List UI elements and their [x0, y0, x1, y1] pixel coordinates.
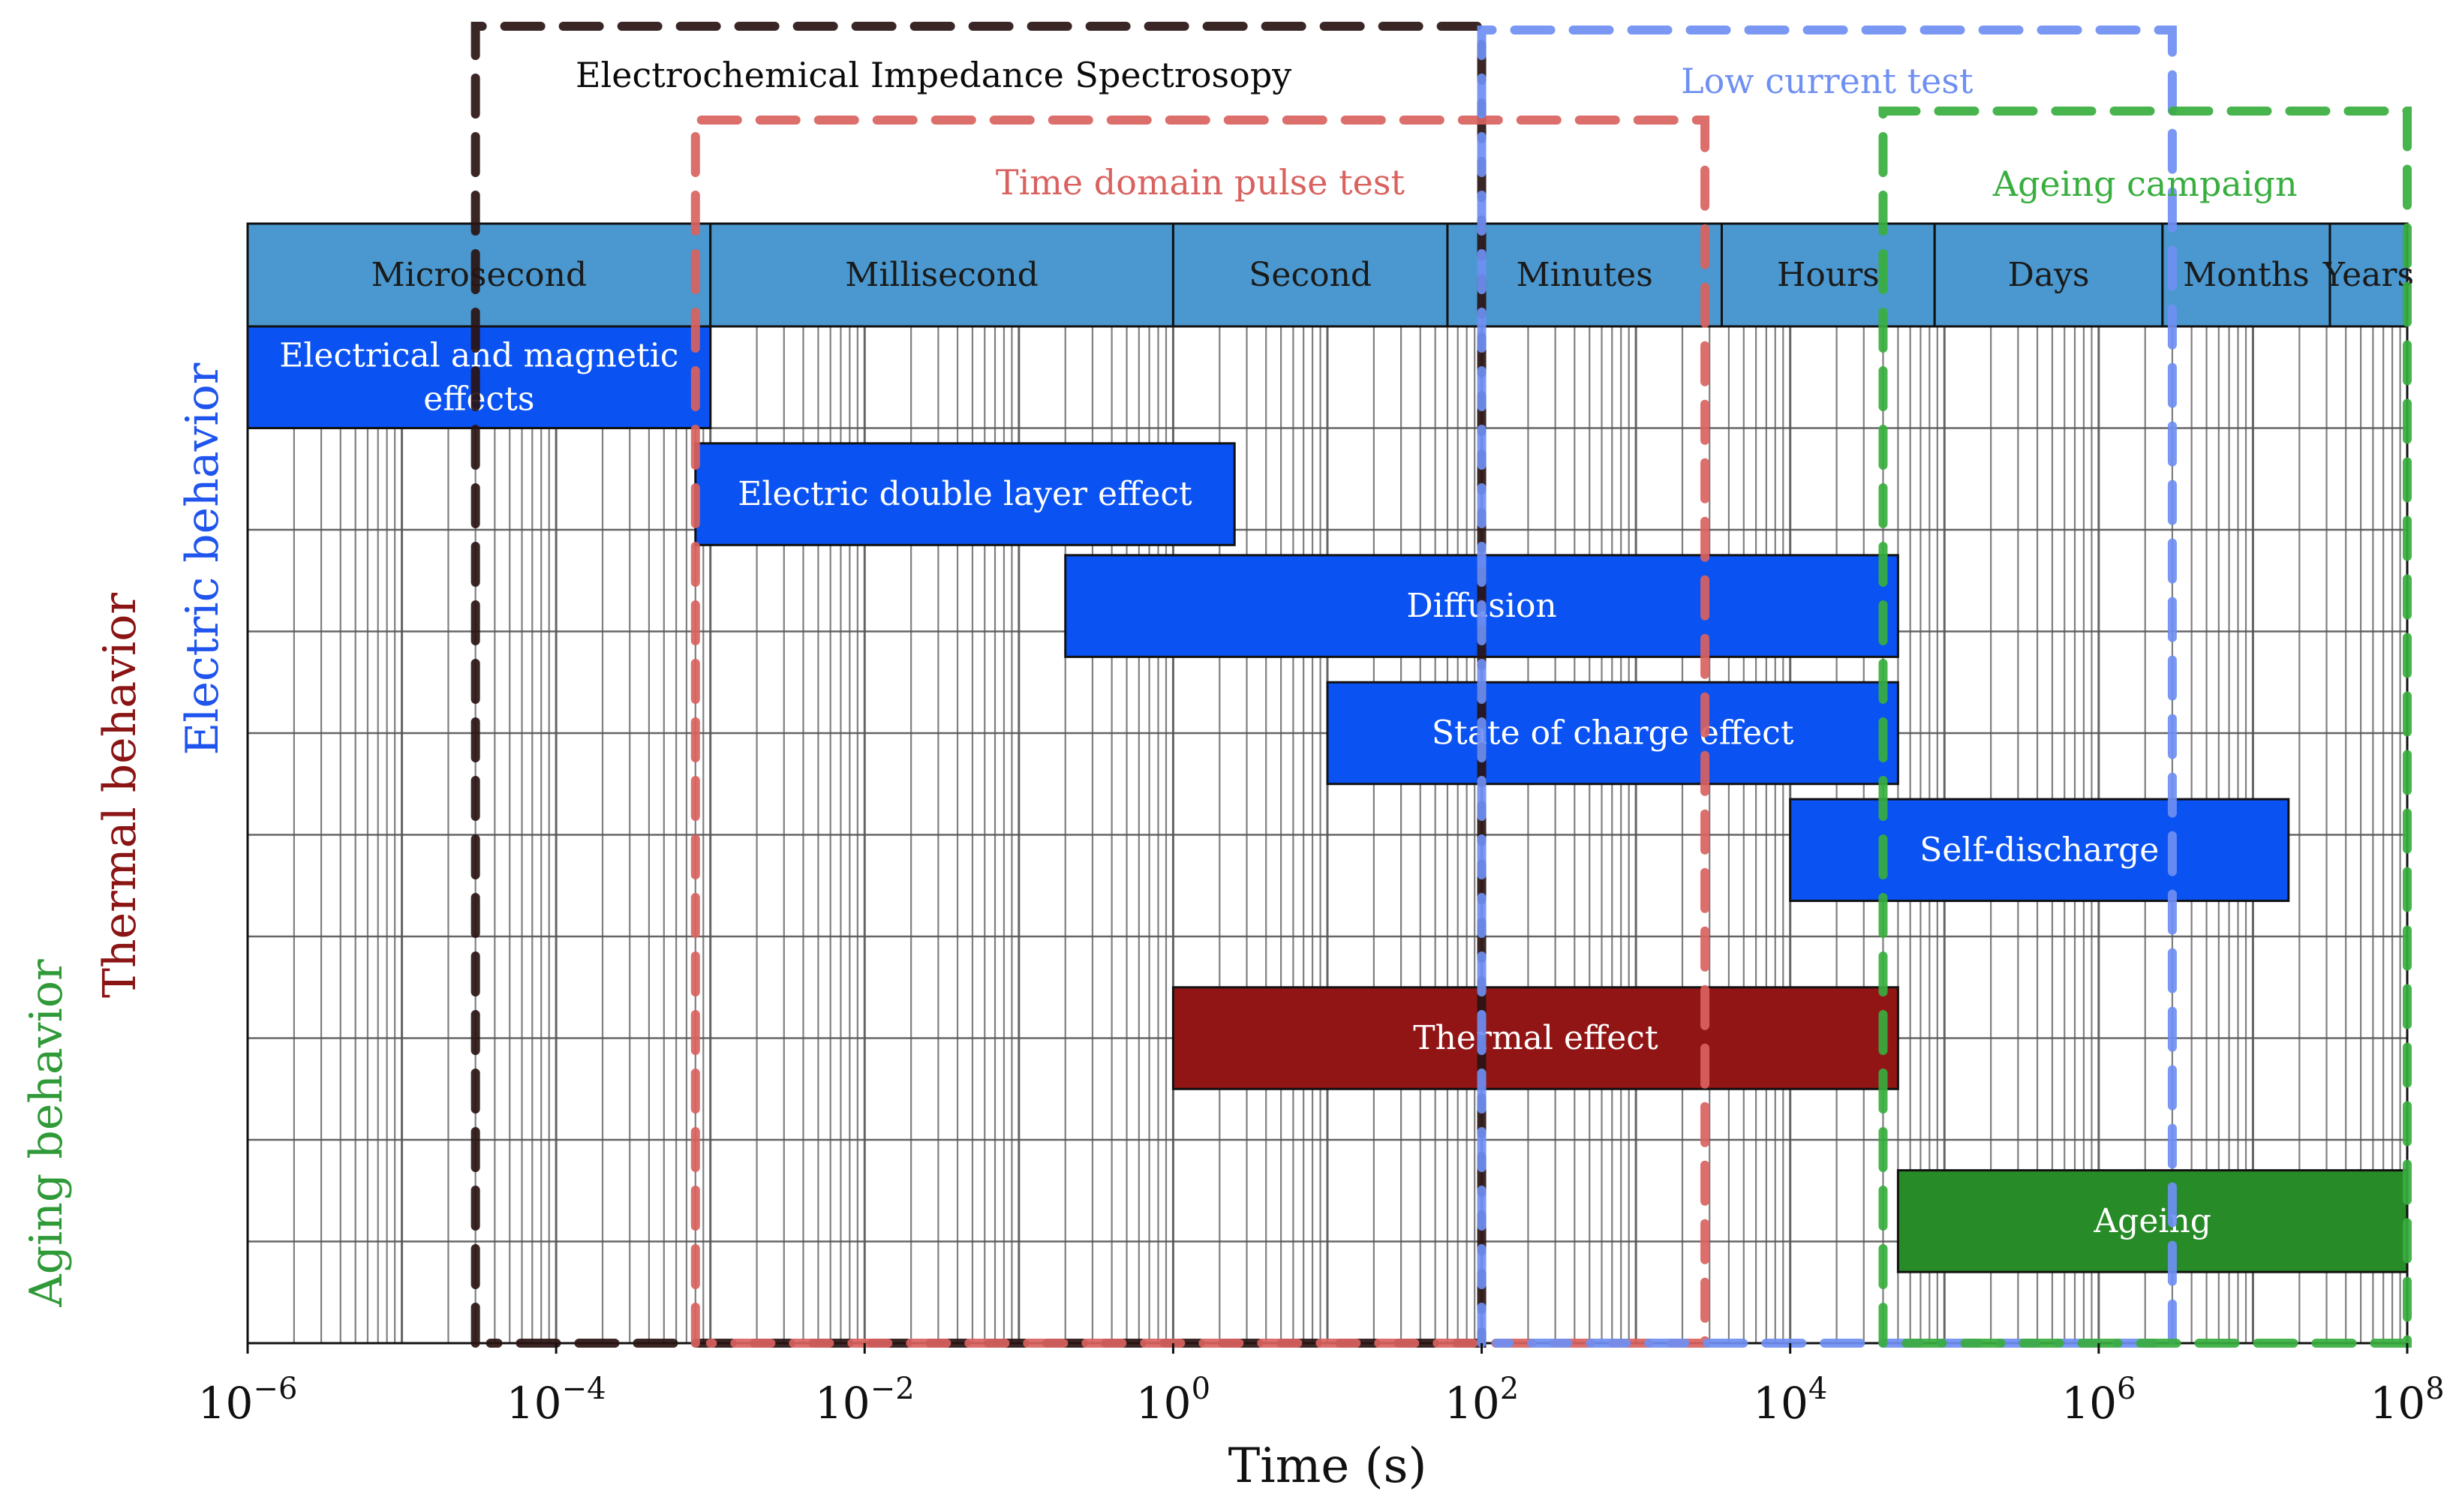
x-tick-label: 104	[1753, 1372, 1827, 1429]
phenomenon-bar	[1789, 798, 2290, 903]
time-scale-band: Microsecond Millisecond Second Minutes Hours…	[246, 222, 2414, 328]
behavior-group-label: Aging behavior	[20, 959, 73, 1308]
behavior-group-labels: Electric behavior Thermal behavior Aging b…	[20, 362, 229, 1307]
test-method-label: Low current test	[1681, 61, 1974, 101]
test-method-label: Time domain pulse test	[996, 162, 1405, 203]
time-scale-label: Hours	[1777, 256, 1880, 294]
x-tick-label: 102	[1444, 1372, 1519, 1429]
test-method-boxes: Electrochemical Impedance Spectrosopy Tim…	[470, 22, 2412, 1348]
test-method-box	[1878, 107, 2412, 1348]
time-scale-cell	[1446, 222, 1724, 328]
x-axis-title: Time (s)	[1228, 1438, 1427, 1494]
phenomenon-label: Self-discharge	[1919, 831, 2159, 869]
time-scale-cell	[2328, 222, 2409, 328]
x-tick-label: 10−4	[507, 1372, 606, 1429]
time-scale-cell	[709, 222, 1174, 328]
x-tick-label: 10−2	[815, 1372, 915, 1429]
time-scale-label: Years	[2322, 256, 2414, 294]
time-scale-label: Months	[2183, 256, 2309, 294]
test-method-box	[690, 116, 1710, 1348]
phenomenon-bar	[1896, 1169, 2409, 1273]
time-scale-cell	[1171, 222, 1449, 328]
test-method-box	[1477, 26, 2177, 1348]
x-tick-label: 106	[2061, 1372, 2136, 1429]
x-axis: 10−6 10−4 10−2 100 102 104 106 108 Time (s)	[198, 1343, 2445, 1494]
phenomenon-label: Electric double layer effect	[738, 475, 1192, 513]
test-method-label: Electrochemical Impedance Spectrosopy	[576, 55, 1291, 95]
x-tick-label: 108	[2370, 1372, 2444, 1429]
x-tick-label: 10−6	[198, 1372, 298, 1429]
time-scale-label: Days	[2008, 256, 2090, 294]
time-scale-cell	[2161, 222, 2331, 328]
x-tick-label: 100	[1136, 1372, 1210, 1429]
phenomenon-bar	[1171, 986, 1899, 1090]
behavior-group-label: Electric behavior	[176, 362, 229, 755]
time-scale-label: Minutes	[1517, 256, 1653, 294]
phenomenon-label: Thermal effect	[1413, 1019, 1658, 1057]
behavior-group-label: Thermal behavior	[94, 593, 146, 998]
phenomenon-bar	[694, 442, 1236, 546]
time-scale-cell	[1933, 222, 2164, 328]
time-scale-label: Millisecond	[845, 256, 1039, 294]
phenomenon-label: Ageing	[2093, 1202, 2211, 1240]
time-scale-label: Second	[1249, 256, 1372, 294]
test-method-label: Ageing campaign	[1992, 164, 2298, 204]
phenomenon-label: State of charge effect	[1432, 714, 1794, 753]
phenomenon-bar	[1326, 681, 1899, 786]
